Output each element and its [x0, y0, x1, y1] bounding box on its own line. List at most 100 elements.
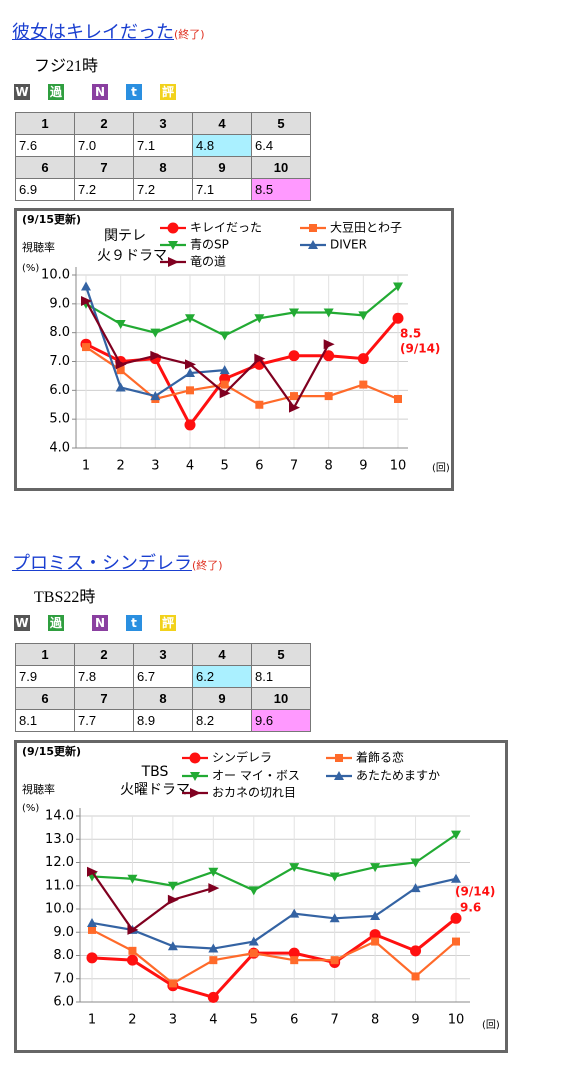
marker: [410, 858, 421, 868]
x-tick-label: 1: [82, 459, 90, 474]
episode: 3: [133, 643, 193, 666]
rating-table: 1 2 3 4 5 7.6 7.0 7.1 4.8 6.4 6 7 8 9 10 6.9 7.2 7.2 7.1 8.…: [15, 112, 311, 201]
y-tick-label: 9.0: [53, 925, 74, 940]
value-row: 8.1 7.7 8.9 8.2 9.6: [15, 709, 311, 732]
episode: 4: [192, 643, 252, 666]
marker: [248, 936, 259, 946]
legend-label: 大豆田とわ子: [330, 221, 402, 235]
x-tick-label: 7: [290, 459, 298, 474]
x-tick-label: 5: [221, 459, 229, 474]
marker: [254, 353, 266, 364]
episode: 5: [251, 643, 311, 666]
marker: [168, 979, 177, 988]
status: (終了): [192, 559, 223, 572]
marker: [116, 366, 125, 375]
marker: [208, 943, 219, 953]
rating: 6.9: [15, 178, 75, 201]
icon[interactable]: t: [126, 84, 142, 100]
x-tick-label: 9: [359, 459, 367, 474]
marker: [452, 937, 460, 946]
series-line: [85, 285, 399, 337]
rating: 8.5: [251, 178, 311, 201]
icon[interactable]: 評: [160, 84, 176, 100]
marker: [358, 311, 369, 321]
y-label: 視聴率: [22, 782, 55, 796]
episode: 10: [251, 687, 311, 710]
slot: 火曜ドラマ: [120, 782, 190, 798]
y-unit: (%): [22, 803, 39, 814]
marker: [168, 257, 179, 267]
annotation: 8.5: [400, 327, 421, 341]
x-tick-label: 1: [88, 1013, 96, 1028]
rating: 7.0: [74, 134, 134, 157]
icon[interactable]: N: [92, 615, 108, 631]
legend-label: DIVER: [330, 238, 367, 252]
value-row: 7.9 7.8 6.7 6.2 8.1: [15, 665, 311, 688]
icon[interactable]: 過: [48, 615, 64, 631]
title-link[interactable]: プロミス・シンデレラ: [12, 553, 192, 574]
rating: 8.1: [15, 709, 75, 732]
episode: 1: [15, 643, 75, 666]
marker: [324, 392, 333, 401]
marker: [323, 339, 335, 350]
icon[interactable]: W: [14, 84, 30, 100]
icon[interactable]: t: [126, 615, 142, 631]
marker: [87, 866, 98, 877]
marker: [184, 419, 196, 431]
icon[interactable]: W: [14, 615, 30, 631]
x-tick-label: 7: [331, 1013, 339, 1028]
icon[interactable]: N: [92, 84, 108, 100]
episode: 9: [192, 687, 252, 710]
marker: [393, 282, 403, 292]
marker: [254, 314, 265, 324]
marker: [329, 872, 340, 882]
y-tick-label: 4.0: [49, 441, 70, 456]
x-tick-label: 6: [290, 1013, 298, 1028]
episode: 3: [133, 112, 193, 135]
title-link[interactable]: 彼女はキレイだった: [12, 22, 174, 43]
chart-frame: [14, 740, 508, 1053]
episode: 10: [251, 156, 311, 179]
episode: 1: [15, 112, 75, 135]
marker: [323, 308, 334, 318]
rating: 6.7: [133, 665, 193, 688]
marker: [185, 359, 196, 370]
y-tick-label: 6.0: [53, 995, 74, 1010]
marker: [308, 240, 318, 249]
episode: 8: [133, 156, 193, 179]
episode: 7: [74, 156, 134, 179]
marker: [411, 972, 420, 981]
x-label: (回): [482, 1019, 500, 1031]
marker: [167, 881, 178, 891]
episode: 4: [192, 112, 252, 135]
marker: [323, 350, 335, 362]
icon[interactable]: 過: [48, 84, 64, 100]
marker: [81, 281, 91, 291]
x-tick-label: 8: [325, 459, 333, 474]
y-tick-label: 11.0: [45, 878, 74, 893]
series-line: [91, 917, 457, 1000]
marker: [451, 830, 461, 840]
icon[interactable]: 評: [160, 615, 176, 631]
marker: [86, 952, 98, 964]
marker: [219, 388, 231, 399]
header-row: 6 7 8 9 10: [15, 156, 311, 179]
marker: [115, 382, 126, 392]
annotation: (9/14): [400, 342, 440, 356]
update-label: (9/15更新): [22, 212, 81, 226]
marker: [290, 956, 299, 965]
rating: 8.2: [192, 709, 252, 732]
marker: [289, 863, 300, 873]
y-tick-label: 9.0: [49, 296, 70, 311]
rating: 7.6: [15, 134, 75, 157]
episode: 8: [133, 687, 193, 710]
x-tick-label: 4: [209, 1013, 217, 1028]
rating: 7.1: [133, 134, 193, 157]
marker: [168, 241, 178, 250]
marker: [290, 392, 298, 401]
x-tick-label: 2: [117, 459, 125, 474]
y-label: 視聴率: [22, 240, 55, 254]
header-row: 6 7 8 9 10: [15, 687, 311, 710]
marker: [220, 380, 229, 389]
